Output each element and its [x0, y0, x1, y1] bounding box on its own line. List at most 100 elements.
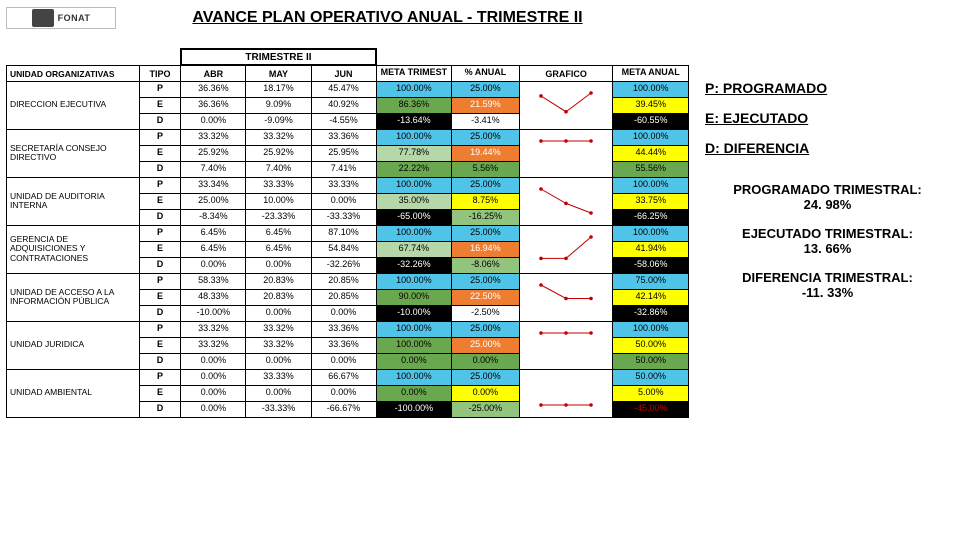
cell-meta-anual: 100.00% [613, 81, 689, 97]
cell-jun: -4.55% [311, 113, 376, 129]
cell-abr: 48.33% [181, 289, 246, 305]
cell-may: 10.00% [246, 193, 311, 209]
cell-jun: -32.26% [311, 257, 376, 273]
cell-pct-anual: 21.59% [452, 97, 520, 113]
stat-value: 13. 66% [705, 241, 950, 256]
cell-abr: 0.00% [181, 257, 246, 273]
cell-abr: 0.00% [181, 113, 246, 129]
th-grafico: GRAFICO [519, 65, 613, 81]
cell-meta-anual: 75.00% [613, 273, 689, 289]
cell-pct-anual: 0.00% [452, 385, 520, 401]
unit-name: UNIDAD JURIDICA [7, 321, 140, 369]
cell-tipo: E [139, 241, 181, 257]
cell-jun: 33.36% [311, 321, 376, 337]
cell-meta-t: -65.00% [376, 209, 451, 225]
th-trimestre: TRIMESTRE II [181, 49, 376, 65]
cell-meta-anual: -58.06% [613, 257, 689, 273]
cell-abr: 0.00% [181, 401, 246, 417]
stat-value: 24. 98% [705, 197, 950, 212]
cell-sparkline [519, 81, 613, 129]
cell-jun: 45.47% [311, 81, 376, 97]
unit-name: DIRECCION EJECUTIVA [7, 81, 140, 129]
cell-meta-t: 100.00% [376, 321, 451, 337]
th-tipo: TIPO [139, 65, 181, 81]
cell-meta-anual: 50.00% [613, 353, 689, 369]
logo-text: FONAT [58, 13, 91, 23]
th-meta-anual: META ANUAL [613, 65, 689, 81]
cell-may: 20.83% [246, 273, 311, 289]
cell-pct-anual: 25.00% [452, 321, 520, 337]
logo: FONAT [6, 7, 116, 29]
cell-sparkline [519, 321, 613, 369]
cell-meta-anual: 5.00% [613, 385, 689, 401]
unit-name: UNIDAD DE ACCESO A LA INFORMACIÓN PÚBLIC… [7, 273, 140, 321]
cell-meta-anual: 42.14% [613, 289, 689, 305]
cell-jun: 25.95% [311, 145, 376, 161]
table-row: UNIDAD DE ACCESO A LA INFORMACIÓN PÚBLIC… [7, 273, 689, 289]
cell-abr: 0.00% [181, 369, 246, 385]
cell-meta-anual: 44.44% [613, 145, 689, 161]
cell-meta-anual: 100.00% [613, 177, 689, 193]
cell-jun: -66.67% [311, 401, 376, 417]
cell-may: 33.32% [246, 337, 311, 353]
cell-sparkline [519, 225, 613, 273]
cell-abr: 0.00% [181, 385, 246, 401]
cell-meta-t: -32.26% [376, 257, 451, 273]
cell-abr: 36.36% [181, 81, 246, 97]
stat-block: PROGRAMADO TRIMESTRAL:24. 98% [705, 182, 950, 212]
cell-tipo: P [139, 81, 181, 97]
unit-name: UNIDAD AMBIENTAL [7, 369, 140, 417]
cell-abr: 0.00% [181, 353, 246, 369]
cell-jun: 33.36% [311, 337, 376, 353]
cell-jun: 33.36% [311, 129, 376, 145]
cell-jun: 0.00% [311, 385, 376, 401]
cell-may: 7.40% [246, 161, 311, 177]
cell-pct-anual: 25.00% [452, 369, 520, 385]
cell-abr: -10.00% [181, 305, 246, 321]
cell-may: 6.45% [246, 241, 311, 257]
cell-pct-anual: 25.00% [452, 225, 520, 241]
cell-meta-t: 100.00% [376, 129, 451, 145]
cell-tipo: P [139, 273, 181, 289]
cell-may: -33.33% [246, 401, 311, 417]
page-title: AVANCE PLAN OPERATIVO ANUAL - TRIMESTRE … [116, 9, 689, 27]
cell-tipo: E [139, 289, 181, 305]
cell-meta-anual: -60.55% [613, 113, 689, 129]
cell-sparkline [519, 177, 613, 225]
cell-may: 6.45% [246, 225, 311, 241]
cell-jun: 0.00% [311, 305, 376, 321]
stat-label: EJECUTADO TRIMESTRAL: [705, 226, 950, 241]
cell-jun: 20.85% [311, 273, 376, 289]
cell-tipo: D [139, 113, 181, 129]
th-unit: UNIDAD ORGANIZATIVAS [7, 65, 140, 81]
cell-abr: 33.34% [181, 177, 246, 193]
cell-pct-anual: 25.00% [452, 129, 520, 145]
legend-p: P: PROGRAMADO [705, 80, 950, 96]
cell-pct-anual: 16.94% [452, 241, 520, 257]
cell-meta-t: -100.00% [376, 401, 451, 417]
cell-may: 9.09% [246, 97, 311, 113]
cell-jun: 7.41% [311, 161, 376, 177]
th-meta-t: META TRIMEST [376, 65, 451, 81]
cell-meta-anual: 100.00% [613, 321, 689, 337]
table-row: UNIDAD DE AUDITORIA INTERNAP33.34%33.33%… [7, 177, 689, 193]
cell-meta-anual: 100.00% [613, 225, 689, 241]
cell-meta-anual: 50.00% [613, 337, 689, 353]
cell-meta-anual: 41.94% [613, 241, 689, 257]
cell-abr: 33.32% [181, 321, 246, 337]
cell-may: 33.33% [246, 369, 311, 385]
cell-pct-anual: 8.75% [452, 193, 520, 209]
cell-meta-anual: 100.00% [613, 129, 689, 145]
cell-pct-anual: 25.00% [452, 273, 520, 289]
cell-sparkline [519, 369, 613, 417]
cell-tipo: P [139, 321, 181, 337]
th-abr: ABR [181, 65, 246, 81]
data-table: TRIMESTRE II UNIDAD ORGANIZATIVAS TIPO A… [6, 48, 689, 418]
cell-abr: 6.45% [181, 225, 246, 241]
cell-tipo: P [139, 129, 181, 145]
cell-jun: 54.84% [311, 241, 376, 257]
stat-value: -11. 33% [705, 285, 950, 300]
cell-meta-t: 90.00% [376, 289, 451, 305]
cell-meta-t: -13.64% [376, 113, 451, 129]
cell-abr: 33.32% [181, 129, 246, 145]
